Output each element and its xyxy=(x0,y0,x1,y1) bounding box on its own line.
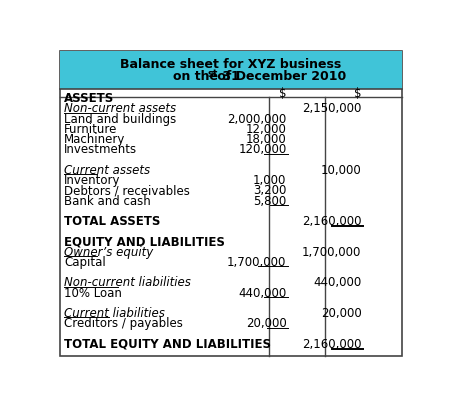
Text: 10% Loan: 10% Loan xyxy=(64,287,122,300)
Text: Capital: Capital xyxy=(64,256,106,269)
Text: 120,000: 120,000 xyxy=(238,143,287,156)
Text: Land and buildings: Land and buildings xyxy=(64,112,176,126)
Text: 440,000: 440,000 xyxy=(313,276,361,289)
Text: Current assets: Current assets xyxy=(64,164,150,177)
Text: 10,000: 10,000 xyxy=(321,164,361,177)
Text: 3,200: 3,200 xyxy=(253,184,287,197)
Text: Non-current assets: Non-current assets xyxy=(64,102,176,115)
Text: ASSETS: ASSETS xyxy=(64,92,114,105)
Text: $: $ xyxy=(354,87,361,100)
Text: on the 31: on the 31 xyxy=(173,71,240,83)
Text: 12,000: 12,000 xyxy=(246,123,287,136)
Text: 1,000: 1,000 xyxy=(253,174,287,187)
Text: 18,000: 18,000 xyxy=(246,133,287,146)
Text: 2,160,000: 2,160,000 xyxy=(302,215,361,228)
Text: $: $ xyxy=(279,87,287,100)
Text: Machinery: Machinery xyxy=(64,133,125,146)
Text: Current liabilities: Current liabilities xyxy=(64,307,165,320)
Text: 20,000: 20,000 xyxy=(246,318,287,330)
Text: Non-current liabilities: Non-current liabilities xyxy=(64,276,191,289)
Text: Debtors / receivables: Debtors / receivables xyxy=(64,184,190,197)
Text: Inventory: Inventory xyxy=(64,174,121,187)
Text: TOTAL EQUITY AND LIABILITIES: TOTAL EQUITY AND LIABILITIES xyxy=(64,338,271,351)
Text: Bank and cash: Bank and cash xyxy=(64,195,151,208)
Text: EQUITY AND LIABILITIES: EQUITY AND LIABILITIES xyxy=(64,235,225,249)
Text: Balance sheet for XYZ business: Balance sheet for XYZ business xyxy=(120,58,341,71)
Text: 1,700,000: 1,700,000 xyxy=(302,246,361,259)
Text: Creditors / payables: Creditors / payables xyxy=(64,318,183,330)
Text: 1,700,000: 1,700,000 xyxy=(227,256,287,269)
Text: 5,800: 5,800 xyxy=(253,195,287,208)
Text: of December 2010: of December 2010 xyxy=(213,71,346,83)
Text: Furniture: Furniture xyxy=(64,123,117,136)
Text: 2,150,000: 2,150,000 xyxy=(302,102,361,115)
Text: Owner’s equity: Owner’s equity xyxy=(64,246,153,259)
Text: 2,160,000: 2,160,000 xyxy=(302,338,361,351)
Text: 2,000,000: 2,000,000 xyxy=(227,112,287,126)
Text: 440,000: 440,000 xyxy=(238,287,287,300)
Text: Investments: Investments xyxy=(64,143,137,156)
Text: 20,000: 20,000 xyxy=(321,307,361,320)
Bar xyxy=(60,52,401,89)
Text: st: st xyxy=(208,69,218,79)
Text: TOTAL ASSETS: TOTAL ASSETS xyxy=(64,215,160,228)
